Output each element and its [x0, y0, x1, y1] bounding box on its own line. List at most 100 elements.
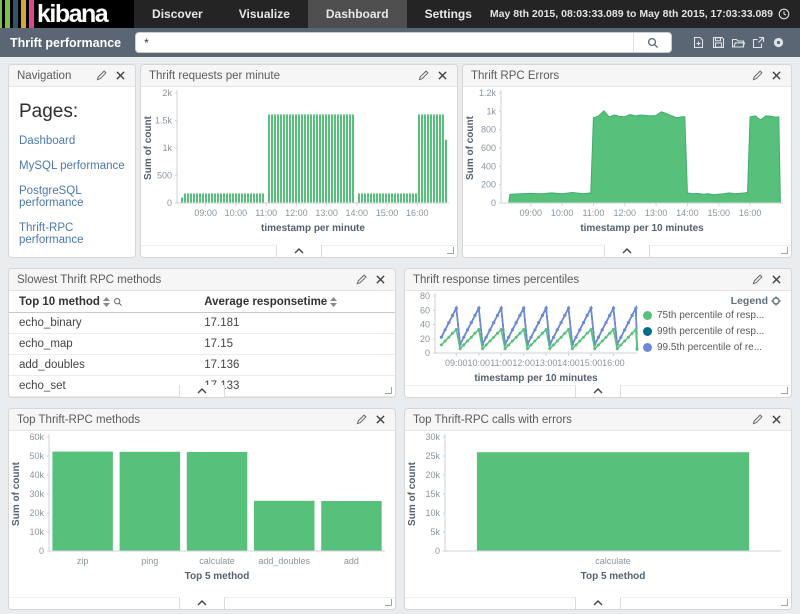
edit-panel-button[interactable] — [750, 413, 764, 427]
collapse-panel-button[interactable] — [575, 385, 621, 397]
method-cell: add_doubles — [9, 354, 195, 376]
pencil-icon — [752, 274, 763, 285]
dashboard-toolbar — [672, 35, 800, 50]
page-link-thrift-rpc[interactable]: Thrift-RPC performance — [19, 222, 84, 246]
column-header-method[interactable]: Top 10 method — [19, 296, 123, 308]
edit-panel-button[interactable] — [750, 69, 764, 83]
svg-text:1k: 1k — [486, 106, 496, 116]
save-icon — [712, 36, 724, 49]
remove-panel-button[interactable] — [373, 273, 387, 287]
nav-item-settings[interactable]: Settings — [424, 7, 472, 21]
close-icon — [771, 275, 781, 284]
svg-text:16:00: 16:00 — [602, 358, 625, 368]
collapse-panel-button[interactable] — [179, 385, 225, 397]
percentiles-chart-area: 0 20 40 60 80 09:00 10:00 11:00 12:00 13:00 14:00 1… — [405, 291, 791, 392]
svg-text:14:00: 14:00 — [346, 208, 369, 218]
kibana-logo[interactable]: kibana — [0, 0, 135, 28]
resize-handle[interactable] — [781, 599, 788, 606]
resize-handle[interactable] — [781, 387, 788, 394]
new-dashboard-button[interactable] — [691, 35, 706, 50]
nav-item-discover[interactable]: Discover — [152, 7, 203, 21]
nav-item-dashboard[interactable]: Dashboard — [307, 0, 407, 28]
panel-thrift-requests: Thrift requests per minute 0 500 1k 1.5k 2k 0… — [140, 64, 458, 258]
resize-handle[interactable] — [385, 387, 392, 394]
pencil-icon — [356, 414, 367, 425]
svg-text:0: 0 — [39, 546, 44, 556]
save-dashboard-button[interactable] — [711, 35, 726, 50]
svg-text:600: 600 — [481, 143, 496, 153]
collapse-panel-button[interactable] — [276, 245, 322, 257]
page-link-dashboard[interactable]: Dashboard — [19, 135, 76, 147]
resize-handle[interactable] — [781, 247, 788, 254]
close-icon — [771, 415, 781, 424]
svg-text:15:00: 15:00 — [708, 208, 731, 218]
responsetime-cell: 17.181 — [194, 312, 395, 334]
remove-panel-button[interactable] — [769, 273, 783, 287]
edit-panel-button[interactable] — [94, 69, 108, 83]
svg-text:11:00: 11:00 — [490, 358, 512, 368]
legend-dot-blue — [643, 343, 652, 352]
svg-text:15:00: 15:00 — [376, 208, 399, 218]
svg-text:13:00: 13:00 — [645, 208, 668, 218]
svg-text:20k: 20k — [29, 508, 44, 518]
svg-text:timestamp per 10 minutes: timestamp per 10 minutes — [474, 373, 598, 384]
svg-text:12:00: 12:00 — [512, 358, 535, 368]
collapse-panel-button[interactable] — [575, 597, 621, 609]
remove-panel-button[interactable] — [769, 413, 783, 427]
panel-top-errors-header: Top Thrift-RPC calls with errors — [405, 409, 791, 431]
legend-toggle[interactable]: Legend — [643, 295, 781, 307]
svg-text:15:00: 15:00 — [580, 358, 603, 368]
page-link-mysql[interactable]: MySQL performance — [19, 160, 125, 172]
column-label: Top 10 method — [19, 296, 100, 308]
svg-text:Top 5 method: Top 5 method — [581, 571, 646, 582]
nav-item-visualize[interactable]: Visualize — [238, 7, 290, 21]
svg-text:zip: zip — [77, 556, 89, 566]
svg-text:500: 500 — [157, 171, 172, 181]
share-dashboard-button[interactable] — [751, 35, 766, 50]
collapse-panel-button[interactable] — [179, 597, 225, 609]
query-bar: Thrift performance — [0, 28, 800, 57]
table-row: add_doubles 17.136 — [9, 354, 395, 376]
svg-text:400: 400 — [481, 161, 496, 171]
panel-slowest-methods-header: Slowest Thrift RPC methods — [9, 269, 395, 291]
svg-text:0: 0 — [167, 198, 172, 208]
resize-handle[interactable] — [447, 247, 454, 254]
page-link-postgresql[interactable]: PostgreSQL performance — [19, 185, 84, 209]
edit-panel-button[interactable] — [416, 69, 430, 83]
panel-title: Thrift requests per minute — [149, 69, 281, 82]
svg-text:20: 20 — [420, 334, 430, 344]
slowest-methods-table: Top 10 method Average responsetime ech — [9, 291, 395, 397]
top-errors-bar-chart: calculate 0 5k 10k 15k 20k 25k 30k Top 5 method S… — [405, 431, 791, 602]
time-range-picker[interactable]: May 8th 2015, 08:03:33.089 to May 8th 20… — [490, 0, 800, 28]
edit-panel-button[interactable] — [354, 273, 368, 287]
svg-text:calculate: calculate — [595, 556, 631, 566]
edit-panel-button[interactable] — [750, 273, 764, 287]
svg-text:40k: 40k — [29, 470, 44, 480]
legend-gear-icon — [771, 296, 781, 306]
table-row: echo_set17.133 — [9, 375, 395, 397]
remove-panel-button[interactable] — [769, 69, 783, 83]
pencil-icon — [418, 70, 429, 81]
remove-panel-button[interactable] — [113, 69, 127, 83]
legend-entry-99-5th[interactable]: 99.5th percentile of re... — [643, 342, 781, 353]
remove-panel-button[interactable] — [435, 69, 449, 83]
collapse-panel-button[interactable] — [604, 245, 650, 257]
search-input[interactable] — [136, 33, 634, 52]
column-header-responsetime[interactable]: Average responsetime — [204, 296, 338, 308]
filter-options-button[interactable] — [771, 35, 786, 50]
legend-entry-75th[interactable]: 75th percentile of resp... — [643, 310, 781, 321]
svg-text:Sum of count: Sum of count — [465, 115, 476, 180]
resize-handle[interactable] — [385, 599, 392, 606]
load-dashboard-button[interactable] — [731, 35, 746, 50]
svg-text:add: add — [344, 556, 359, 566]
remove-panel-button[interactable] — [373, 413, 387, 427]
svg-text:calculate: calculate — [199, 556, 235, 566]
svg-text:30k: 30k — [425, 432, 440, 442]
chevron-up-icon — [622, 248, 632, 254]
legend-entry-99th[interactable]: 99th percentile of resp... — [643, 326, 781, 337]
search-button[interactable] — [633, 33, 672, 52]
edit-panel-button[interactable] — [354, 413, 368, 427]
sort-icon — [330, 297, 338, 307]
clock-icon — [778, 8, 790, 20]
chart-legend: Legend 75th percentile of resp... 99th p… — [643, 291, 789, 392]
